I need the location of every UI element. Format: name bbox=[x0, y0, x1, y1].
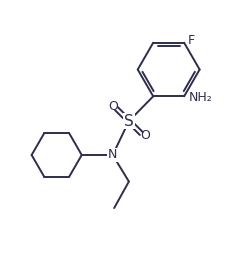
Text: NH₂: NH₂ bbox=[189, 91, 212, 104]
Text: O: O bbox=[140, 129, 150, 142]
Text: S: S bbox=[124, 114, 134, 129]
Text: O: O bbox=[108, 100, 118, 113]
Text: F: F bbox=[188, 34, 195, 47]
Text: N: N bbox=[108, 149, 117, 162]
